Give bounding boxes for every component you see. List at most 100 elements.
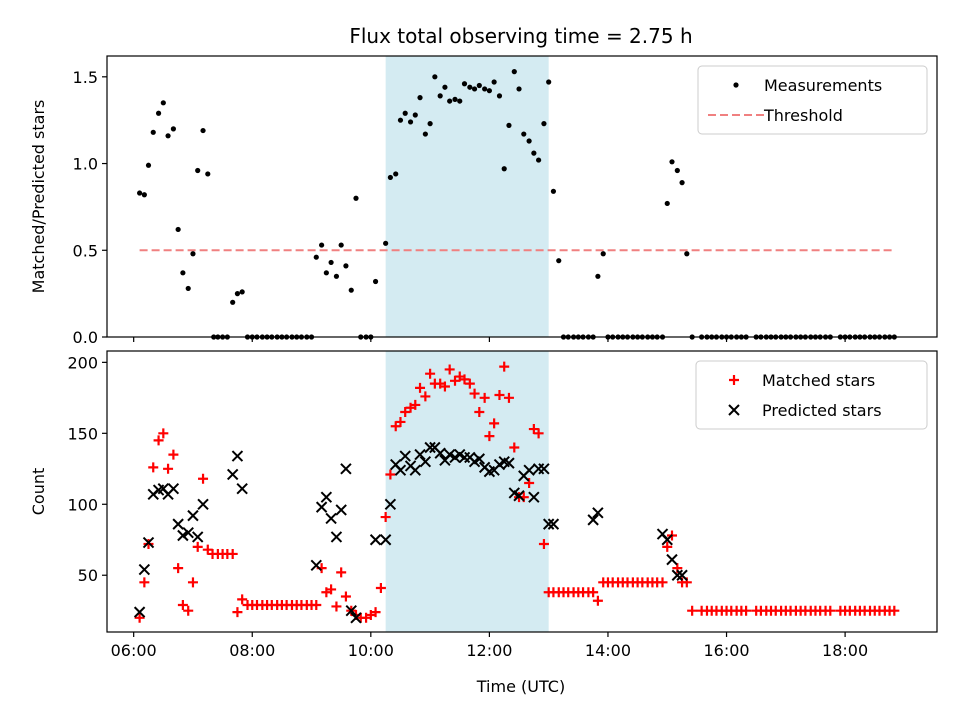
matched-stars-point: [380, 512, 391, 523]
top-panel: 0.0 0.5 1.0 1.5 Matched/Predicted stars Measu…: [29, 55, 938, 347]
matched-stars-point: [177, 600, 188, 611]
predicted-stars-point: [523, 464, 535, 476]
measurement-point: [511, 69, 517, 75]
predicted-stars-point: [330, 531, 343, 543]
predicted-stars-point: [320, 491, 333, 503]
predicted-stars-point: [191, 531, 204, 543]
x-axis-label: Time (UTC): [476, 677, 565, 696]
predicted-stars-point: [384, 498, 397, 510]
predicted-stars-point: [434, 447, 446, 459]
matched-stars-point: [494, 389, 505, 400]
measurement-point: [170, 126, 176, 132]
matched-stars-point: [459, 374, 470, 385]
predicted-stars-point: [310, 559, 322, 572]
top-y-tick-label: 1.0: [73, 155, 98, 174]
measurement-point: [427, 121, 433, 127]
matched-stars-point: [415, 382, 426, 393]
matched-stars-point: [410, 399, 421, 410]
matched-stars-point: [198, 473, 209, 484]
bottom-y-tick-label: 150: [67, 424, 98, 443]
predicted-stars-point: [167, 482, 180, 495]
matched-stars-point: [741, 605, 752, 616]
measurement-point: [491, 79, 497, 85]
measurement-point: [476, 82, 482, 89]
matched-stars-point: [425, 368, 436, 379]
predicted-stars-point: [528, 491, 540, 503]
legend-matched-marker: [729, 375, 739, 385]
predicted-stars-point: [592, 507, 604, 519]
predicted-stars-point: [538, 463, 550, 475]
measurement-point: [461, 81, 468, 87]
matched-stars-point: [173, 563, 184, 574]
matched-stars-point: [168, 449, 179, 460]
matched-stars-point: [662, 541, 673, 552]
measurement-point: [190, 251, 196, 257]
measurement-point: [442, 84, 448, 90]
measurement-point: [387, 174, 393, 181]
bottom-panel: 50 100 150 200 06:00 08:00 10:00 12:00 14:00 16:0…: [29, 350, 938, 660]
matched-stars-point: [588, 587, 599, 598]
matched-stars-point: [139, 577, 150, 588]
matched-stars-point: [420, 391, 431, 402]
predicted-stars-point: [369, 534, 382, 546]
predicted-stars-point: [138, 563, 151, 576]
measurement-point: [422, 131, 428, 137]
predicted-stars-point: [424, 441, 436, 454]
predicted-stars-point: [379, 534, 392, 546]
measurement-point: [348, 287, 354, 293]
measurement-point: [526, 138, 532, 144]
measurement-point: [501, 166, 507, 172]
measurement-point: [372, 278, 379, 285]
predicted-stars-point: [325, 512, 337, 525]
matched-stars-point: [237, 594, 248, 605]
measurement-point: [437, 93, 443, 99]
matched-stars-point: [340, 591, 351, 602]
measurement-point: [482, 86, 488, 92]
chart-title: Flux total observing time = 2.75 h: [349, 24, 692, 48]
predicted-stars-point: [473, 453, 486, 465]
x-tick-label: 14:00: [585, 641, 631, 660]
top-y-tick-label: 1.5: [73, 68, 98, 87]
bottom-axes-frame: [106, 350, 938, 633]
predicted-stars-point: [661, 534, 673, 546]
measurement-point: [343, 263, 349, 269]
measurement-point: [338, 242, 344, 248]
predicted-stars-point: [394, 464, 407, 476]
matched-stars-point: [400, 407, 411, 418]
legend-predicted-marker: [728, 404, 740, 416]
matched-stars-point: [370, 607, 381, 618]
predicted-stars-point: [587, 514, 599, 526]
predicted-stars-point: [676, 569, 688, 581]
predicted-stars-point: [399, 450, 411, 462]
measurement-point: [145, 162, 152, 168]
measurement-point: [141, 192, 147, 198]
bottom-y-tick-label: 50: [78, 566, 98, 585]
matched-stars-point: [484, 431, 495, 442]
predicted-stars-point: [197, 498, 209, 510]
matched-stars-point: [469, 388, 480, 399]
matched-stars-point: [183, 605, 194, 616]
legend-label: Matched stars: [762, 371, 875, 390]
matched-stars-point: [153, 435, 164, 446]
measurement-point: [447, 98, 453, 104]
predicted-stars-point: [671, 569, 684, 581]
matched-stars-point: [385, 469, 396, 480]
matched-stars-point: [227, 548, 238, 559]
matched-stars-point: [489, 418, 500, 429]
legend-label: Measurements: [764, 76, 882, 95]
top-legend: Measurements Threshold: [697, 65, 928, 135]
measurement-point: [496, 93, 503, 99]
measurement-point: [200, 127, 206, 134]
measurement-point: [467, 84, 473, 90]
matched-stars-point: [657, 577, 668, 588]
x-tick-label: 18:00: [822, 641, 868, 660]
predicted-stars-point: [409, 464, 421, 476]
measurement-point: [155, 110, 162, 116]
predicted-stars-point: [414, 448, 426, 461]
measurement-point: [664, 200, 670, 207]
measurement-point: [397, 117, 404, 123]
legend-label: Predicted stars: [762, 401, 882, 420]
predicted-stars-point: [419, 455, 432, 468]
measurement-point: [234, 291, 241, 297]
